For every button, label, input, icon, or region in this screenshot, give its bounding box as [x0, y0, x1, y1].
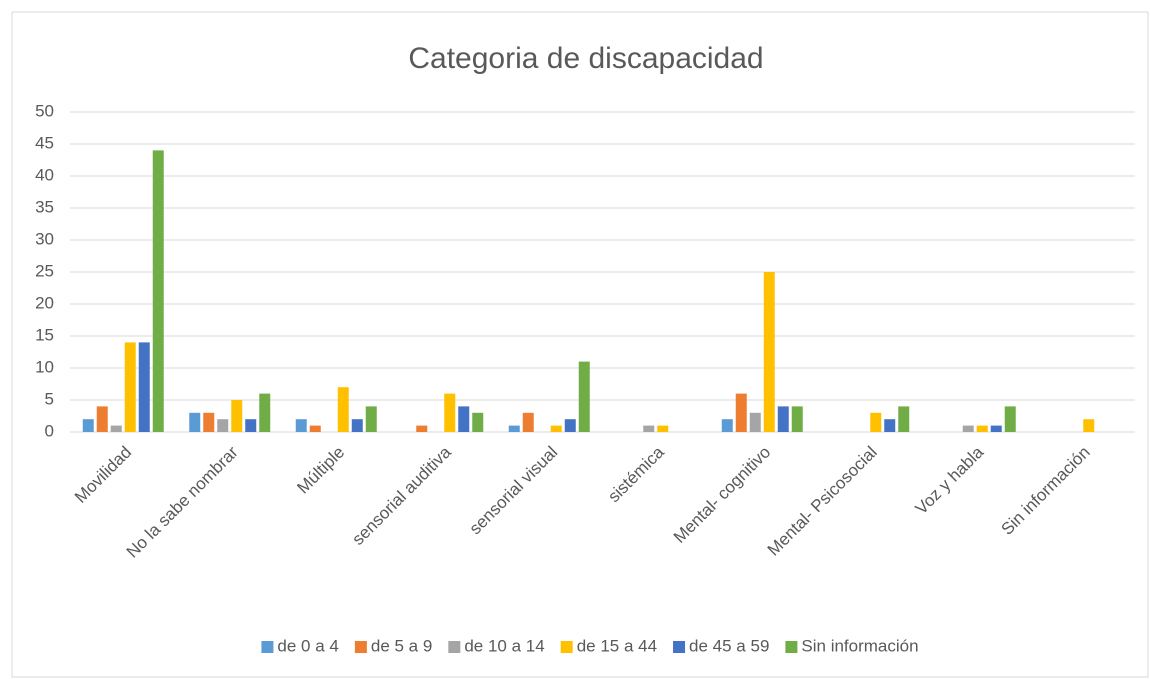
bar [365, 406, 377, 432]
y-tick-label: 50 [35, 101, 54, 120]
bar [578, 361, 590, 432]
bar [295, 419, 307, 432]
chart-frame [11, 11, 1149, 678]
bar [259, 393, 271, 432]
bar [203, 412, 215, 432]
bar [337, 387, 349, 432]
bar [1083, 419, 1095, 432]
legend-swatch [560, 641, 573, 653]
bar [189, 412, 201, 432]
legend-label: de 5 a 9 [371, 636, 432, 655]
y-tick-label: 30 [35, 229, 54, 248]
bar [217, 419, 229, 432]
bar [550, 425, 562, 432]
bar [870, 412, 882, 432]
bar [791, 406, 803, 432]
bar [124, 342, 136, 432]
bar [777, 406, 789, 432]
y-tick-label: 35 [35, 197, 54, 216]
chart-title: Categoria de discapacidad [408, 42, 763, 75]
bar [643, 425, 655, 432]
bar [351, 419, 363, 432]
legend-label: de 45 a 59 [689, 636, 769, 655]
bar [898, 406, 910, 432]
y-tick-label: 15 [35, 325, 54, 344]
bar [444, 393, 456, 432]
legend-swatch [785, 641, 798, 653]
bar [962, 425, 974, 432]
legend-label: de 0 a 4 [277, 636, 338, 655]
y-tick-label: 0 [45, 421, 54, 440]
bar [721, 419, 733, 432]
bar [472, 412, 484, 432]
bar [657, 425, 669, 432]
bar [245, 419, 257, 432]
legend-label: de 10 a 14 [464, 636, 544, 655]
bar [990, 425, 1002, 432]
bar [309, 425, 321, 432]
bar [152, 150, 164, 432]
bar [522, 412, 534, 432]
y-tick-label: 40 [35, 165, 54, 184]
bar [749, 412, 761, 432]
legend-label: de 15 a 44 [577, 636, 657, 655]
bar [416, 425, 428, 432]
bar [138, 342, 150, 432]
bar [976, 425, 988, 432]
legend-swatch [448, 641, 461, 653]
bar [96, 406, 108, 432]
bar [508, 425, 520, 432]
y-tick-label: 10 [35, 357, 54, 376]
y-tick-label: 20 [35, 293, 54, 312]
bar [564, 419, 576, 432]
bar [763, 272, 775, 432]
bar [82, 419, 94, 432]
y-tick-label: 25 [35, 261, 54, 280]
bar [1004, 406, 1016, 432]
legend-swatch [354, 641, 367, 653]
legend-swatch [261, 641, 274, 653]
y-tick-label: 45 [35, 133, 54, 152]
legend-label: Sin información [801, 636, 918, 655]
legend-swatch [673, 641, 686, 653]
bar [231, 400, 243, 432]
bar [884, 419, 896, 432]
bar [110, 425, 122, 432]
y-tick-label: 5 [45, 389, 54, 408]
bar [735, 393, 747, 432]
bar [458, 406, 470, 432]
